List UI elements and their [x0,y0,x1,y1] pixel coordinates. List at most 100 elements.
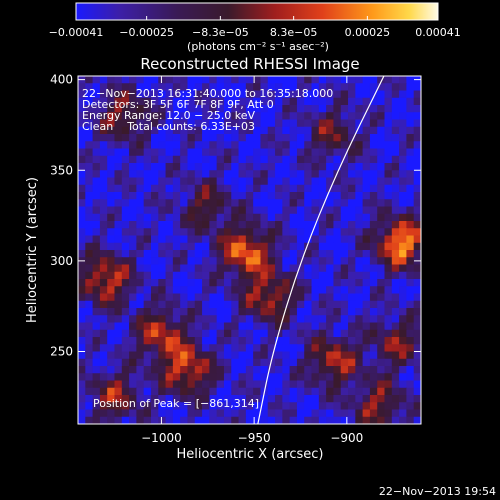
heatmap-cell [202,76,210,84]
heatmap-cell [78,279,86,287]
heatmap-cell [99,337,108,345]
heatmap-cell [172,148,181,157]
heatmap-cell [377,416,386,424]
heatmap-cell [99,148,108,157]
heatmap-cell [107,97,116,106]
heatmap-cell [78,155,86,164]
heatmap-cell [267,257,276,266]
heatmap-cell [158,337,167,345]
heatmap-cell [165,184,174,193]
heatmap-cell [143,221,152,229]
heatmap-cell [304,126,313,135]
heatmap-cell [143,155,152,164]
heatmap-cell [260,97,269,106]
heatmap-cell [391,90,400,99]
heatmap-cell [282,83,291,92]
heatmap-cell [172,155,181,164]
heatmap-cell [348,97,356,106]
heatmap-cell [267,170,276,179]
heatmap-cell [194,337,203,345]
heatmap-cell [282,409,291,418]
heatmap-cell [384,315,393,324]
heatmap-cell [355,286,364,295]
heatmap-cell [165,257,174,266]
heatmap-cell [209,83,218,92]
heatmap-cell [150,76,159,84]
heatmap-cell [85,329,94,338]
heatmap-cell [296,213,305,222]
heatmap-cell [391,300,400,309]
heatmap-cell [202,344,210,353]
heatmap-cell [172,387,181,396]
heatmap-cell [85,366,94,374]
heatmap-cell [267,380,276,389]
heatmap-cell [318,322,327,331]
heatmap-cell [377,257,386,266]
heatmap-cell [165,286,174,295]
heatmap-cell [253,184,262,193]
heatmap-cell [311,235,320,244]
heatmap-cell [143,300,152,309]
heatmap-cell [399,264,408,273]
heatmap-cell [267,192,276,200]
heatmap-cell [194,402,203,411]
heatmap-cell [413,409,421,418]
heatmap-cell [99,163,108,171]
heatmap-cell [362,97,371,106]
heatmap-cell [391,409,400,418]
heatmap-cell [150,163,159,171]
heatmap-cell [406,315,415,324]
heatmap-cell [377,141,386,150]
heatmap-cell [384,206,393,215]
heatmap-cell [384,105,393,113]
heatmap-cell [296,293,305,302]
heatmap-cell [399,134,408,142]
heatmap-cell [172,286,181,295]
heatmap-cell [340,90,349,99]
heatmap-cell [369,235,378,244]
heatmap-cell [275,395,283,403]
heatmap-cell [85,126,94,135]
colorbar-labels: −0.00041 −0.00025 −8.3e−05 8.3e−05 0.00025 0.… [49,26,461,39]
heatmap-cell [85,322,94,331]
heatmap-cell [399,90,408,99]
heatmap-cell [231,242,240,251]
heatmap-cell [216,199,225,208]
heatmap-cell [245,366,254,374]
heatmap-cell [172,83,181,92]
heatmap-cell [260,329,269,338]
heatmap-cell [121,409,130,418]
heatmap-cell [260,213,269,222]
heatmap-cell [92,213,101,222]
plot-area [78,76,421,424]
heatmap-cell [158,148,167,157]
heatmap-cell [275,90,283,99]
heatmap-cell [267,322,276,331]
heatmap-cell [223,286,232,295]
heatmap-cell [377,199,386,208]
heatmap-cell [136,155,145,164]
heatmap-cell [391,163,400,171]
heatmap-cell [223,271,232,280]
heatmap-cell [194,112,203,121]
heatmap-cell [391,257,400,266]
heatmap-cell [216,242,225,251]
heatmap-cell [121,387,130,396]
heatmap-cell [311,286,320,295]
heatmap-cell [165,155,174,164]
heatmap-cell [377,322,386,331]
heatmap-cell [377,134,386,142]
heatmap-cell [326,177,335,186]
heatmap-cell [253,83,262,92]
heatmap-cell [275,141,283,150]
heatmap-cell [165,351,174,360]
heatmap-cell [267,279,276,287]
heatmap-cell [223,395,232,403]
heatmap-cell [348,83,356,92]
heatmap-cell [143,206,152,215]
heatmap-cell [399,300,408,309]
heatmap-cell [121,250,130,258]
heatmap-cell [253,134,262,142]
heatmap-cell [391,76,400,84]
heatmap-cell [304,257,313,266]
